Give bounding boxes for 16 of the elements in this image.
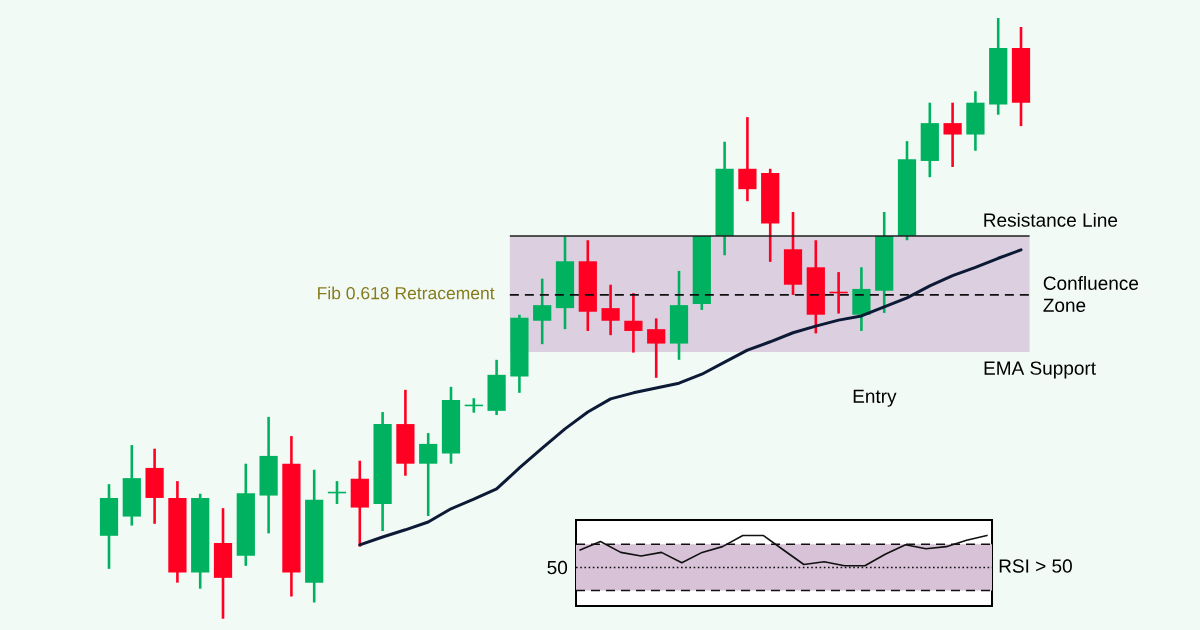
band-label: Confluence Zone (1043, 276, 1139, 312)
annotation: Entry (853, 389, 897, 407)
candlestick (738, 115, 757, 203)
ref-line-label: Fib 0.618 Retracement (318, 286, 495, 300)
annotation: RSI > 50 (999, 559, 1072, 573)
candlestick (828, 270, 849, 315)
ref-line-label: Resistance Line (984, 212, 1118, 227)
candlestick (624, 291, 643, 354)
annotation: EMA Support (984, 361, 1096, 379)
candlestick (647, 317, 666, 380)
candlestick (533, 277, 552, 346)
annotation: 50 (547, 560, 568, 575)
candlestick (327, 479, 347, 506)
candlestick (601, 283, 620, 337)
candlestick (943, 101, 962, 169)
candlestick (419, 431, 438, 518)
